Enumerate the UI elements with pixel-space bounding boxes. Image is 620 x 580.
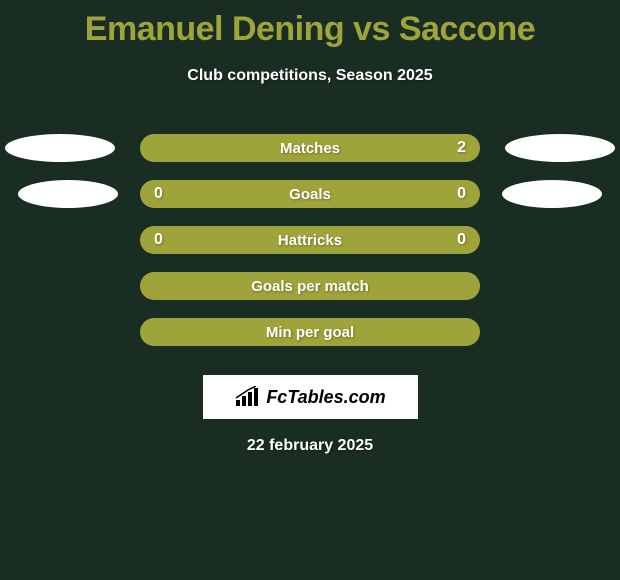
- comparison-container: Matches 2 0 Goals 0 0 Hattricks 0 Goals …: [0, 125, 620, 355]
- left-value: 0: [154, 231, 163, 249]
- stat-row: 0 Hattricks 0: [0, 217, 620, 263]
- chart-icon: [234, 386, 260, 408]
- stat-label: Goals per match: [251, 278, 369, 295]
- stat-label: Min per goal: [266, 324, 354, 341]
- stat-label: Matches: [280, 140, 340, 157]
- stat-row: 0 Goals 0: [0, 171, 620, 217]
- stat-label: Hattricks: [278, 232, 342, 249]
- date: 22 february 2025: [0, 437, 620, 455]
- right-ellipse: [502, 180, 602, 208]
- stat-row: Min per goal: [0, 309, 620, 355]
- stat-row: Matches 2: [0, 125, 620, 171]
- left-ellipse: [18, 180, 118, 208]
- right-value: 2: [457, 139, 466, 157]
- watermark-text: FcTables.com: [266, 387, 385, 408]
- stat-bar: Matches 2: [140, 134, 480, 162]
- subtitle: Club competitions, Season 2025: [0, 67, 620, 85]
- stat-bar: Min per goal: [140, 318, 480, 346]
- page-title: Emanuel Dening vs Saccone: [0, 0, 620, 49]
- right-value: 0: [457, 231, 466, 249]
- right-value: 0: [457, 185, 466, 203]
- left-value: 0: [154, 185, 163, 203]
- stat-bar: 0 Hattricks 0: [140, 226, 480, 254]
- stat-bar: Goals per match: [140, 272, 480, 300]
- stat-label: Goals: [289, 186, 331, 203]
- stat-row: Goals per match: [0, 263, 620, 309]
- left-ellipse: [5, 134, 115, 162]
- watermark: FcTables.com: [203, 375, 418, 419]
- stat-bar: 0 Goals 0: [140, 180, 480, 208]
- right-ellipse: [505, 134, 615, 162]
